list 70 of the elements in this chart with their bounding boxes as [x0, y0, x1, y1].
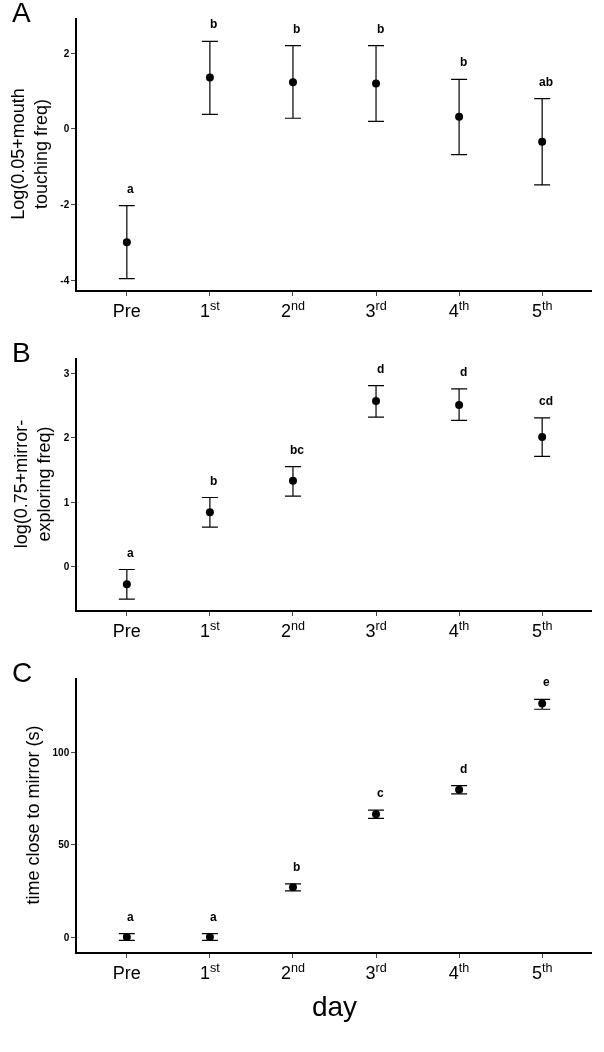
x-tick-label: 5$^{th}$ — [531, 298, 553, 322]
point — [122, 580, 131, 589]
x-tick-label: 1$^{st}$ — [199, 960, 221, 984]
annotation: b — [377, 22, 385, 36]
point — [288, 476, 297, 485]
point — [372, 810, 381, 819]
x-tick-label: 3$^{rd}$ — [365, 960, 387, 984]
y-tick-label: 0 — [63, 123, 70, 135]
chart-title: C — [12, 656, 33, 688]
y-axis-title: time close to mirror (s) — [23, 725, 44, 905]
y-tick-label: 0 — [63, 931, 70, 943]
y-tick-label: 100 — [52, 746, 70, 758]
point — [205, 508, 214, 517]
point — [538, 137, 547, 146]
y-tick-label: 1 — [63, 496, 70, 508]
x-tick-label: 1$^{st}$ — [199, 298, 221, 322]
y-tick-label: 50 — [58, 839, 70, 851]
y-tick-label: 0 — [63, 560, 70, 572]
annotation: cd — [539, 394, 554, 408]
point — [288, 883, 297, 892]
x-tick-label: 2$^{nd}$ — [280, 298, 305, 322]
x-tick-label: 1$^{st}$ — [199, 618, 221, 642]
annotation: d — [460, 762, 468, 776]
point — [372, 79, 381, 88]
annotation: bc — [290, 443, 305, 457]
y-axis-title: Log(0.05+mouth touching freq) — [7, 88, 52, 220]
x-tick-label: 5$^{th}$ — [531, 960, 553, 984]
y-tick-label: 2 — [63, 432, 70, 444]
point — [122, 238, 131, 247]
x-tick-label: 4$^{th}$ — [448, 960, 470, 984]
annotation: b — [210, 17, 218, 31]
x-tick-label: Pre — [112, 963, 141, 984]
annotation: b — [460, 55, 468, 69]
x-tick-label: 4$^{th}$ — [448, 298, 470, 322]
y-tick-label: -4 — [60, 274, 70, 286]
annotation: c — [377, 786, 384, 800]
x-tick-label: 3$^{rd}$ — [365, 618, 387, 642]
y-tick-label: -2 — [60, 199, 70, 210]
annotation: d — [377, 362, 385, 376]
annotation: b — [210, 474, 218, 488]
y-tick-label: 3 — [63, 367, 70, 379]
chart-title: A — [12, 0, 32, 28]
point — [288, 78, 297, 87]
annotation: a — [210, 910, 217, 924]
x-tick-label: 3$^{rd}$ — [365, 298, 387, 322]
x-tick-label: 2$^{nd}$ — [280, 618, 305, 642]
point — [455, 112, 464, 121]
x-axis-title: day — [311, 990, 358, 1022]
point — [372, 397, 381, 406]
x-tick-label: 5$^{th}$ — [531, 618, 553, 642]
x-tick-label: Pre — [112, 301, 141, 322]
point — [455, 785, 464, 794]
point — [538, 433, 547, 442]
annotation: a — [127, 182, 134, 196]
x-tick-label: 4$^{th}$ — [448, 618, 470, 642]
annotation: b — [293, 22, 301, 36]
annotation: d — [460, 365, 468, 379]
x-tick-label: Pre — [112, 621, 141, 642]
annotation: e — [543, 675, 550, 689]
y-axis-title: log(0.75+mirror- exploring freq) — [10, 419, 55, 549]
annotation: a — [127, 546, 134, 560]
annotation: a — [127, 910, 134, 924]
chart-title: B — [12, 336, 31, 368]
annotation: b — [293, 860, 301, 874]
y-tick-label: 2 — [63, 47, 70, 59]
point — [538, 699, 547, 708]
annotation: ab — [539, 75, 554, 89]
point — [205, 73, 214, 82]
point — [455, 400, 464, 409]
x-tick-label: 2$^{nd}$ — [280, 960, 305, 984]
